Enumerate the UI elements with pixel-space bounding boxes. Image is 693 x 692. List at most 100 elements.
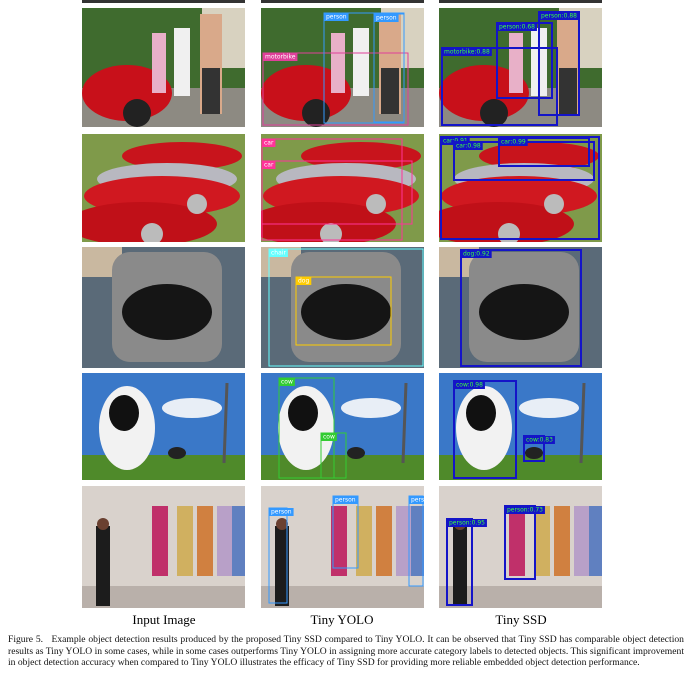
- image-panel: person:0.95 person:0.73: [439, 486, 602, 608]
- label-bg: [279, 378, 295, 386]
- label-bg: [461, 250, 492, 258]
- legs: [202, 68, 220, 114]
- drawing: [396, 506, 412, 576]
- image-strip: [439, 0, 602, 3]
- wheel: [187, 194, 207, 214]
- dog: [301, 284, 391, 340]
- drawing: [177, 506, 193, 576]
- label-bg: [296, 277, 312, 285]
- drawing: [152, 506, 168, 576]
- floor: [261, 586, 424, 608]
- box-label: car:0.98: [456, 143, 481, 150]
- label-bg: [321, 433, 337, 441]
- box-label: person: [411, 497, 432, 504]
- drawing: [411, 506, 424, 576]
- drawing: [217, 506, 233, 576]
- legs: [381, 68, 399, 114]
- drawing: [509, 506, 525, 576]
- image-panel: chair dog: [261, 247, 424, 368]
- detection-box: [295, 276, 392, 346]
- car: [439, 202, 574, 242]
- person: [174, 28, 190, 96]
- cow: [525, 447, 543, 459]
- drawing: [589, 506, 602, 576]
- scene: dog:0.92: [439, 247, 602, 368]
- image-panel: cow:0.98 cow:0.83: [439, 373, 602, 480]
- caption-label: Figure 5.: [8, 634, 44, 645]
- image-panel: [82, 486, 245, 608]
- box-label: cow: [323, 434, 335, 441]
- drawing: [356, 506, 372, 576]
- scene: motorbike:0.88 person:0.68 person:0.88: [439, 8, 602, 127]
- person: [453, 526, 467, 606]
- label-bg: [442, 48, 492, 56]
- scene: person person person: [261, 486, 432, 608]
- box-label: person:0.95: [449, 520, 485, 527]
- scene: [82, 373, 245, 480]
- detection-box: [261, 160, 413, 225]
- legs: [559, 68, 577, 114]
- wheel: [480, 99, 508, 127]
- caption: Figure 5. Example object detection resul…: [8, 634, 684, 669]
- box-label: cow:0.83: [526, 437, 553, 444]
- label-bg: [374, 14, 399, 22]
- floor: [82, 586, 245, 608]
- car: [479, 142, 599, 170]
- drawing: [534, 506, 550, 576]
- detection-box: [441, 47, 558, 126]
- scene: motorbike person person: [261, 8, 424, 127]
- cow: [347, 447, 365, 459]
- person: [96, 526, 110, 606]
- label-bg: [333, 496, 358, 504]
- cow: [168, 447, 186, 459]
- wheel: [123, 99, 151, 127]
- pole: [579, 382, 586, 464]
- car: [261, 202, 396, 242]
- person: [509, 33, 523, 93]
- column-label: Input Image: [132, 612, 195, 627]
- box-label: person: [335, 497, 356, 504]
- label-bg: [262, 139, 276, 147]
- image-panel: [82, 247, 245, 368]
- wheel: [302, 99, 330, 127]
- box-label: person:0.73: [507, 507, 543, 514]
- wheel: [141, 223, 163, 242]
- image-panel: person person person: [261, 486, 432, 608]
- box-label: dog: [298, 278, 309, 285]
- image-panel: [82, 134, 245, 242]
- box-label: person: [376, 15, 397, 22]
- image-strip: [261, 0, 424, 3]
- grass: [261, 455, 424, 480]
- image-panel: [82, 373, 245, 480]
- drawing: [376, 506, 392, 576]
- pole: [401, 382, 408, 464]
- car: [82, 202, 217, 242]
- label-bg: [499, 138, 528, 146]
- scene: cow:0.98 cow:0.83: [439, 373, 602, 480]
- box-label: cow: [281, 379, 293, 386]
- image-strip: [82, 0, 245, 3]
- box-label: person:0.88: [541, 13, 577, 20]
- person: [275, 526, 289, 606]
- detection-box: [498, 137, 590, 167]
- scene: [82, 486, 245, 608]
- box-label: chair: [271, 250, 286, 257]
- label-bg: [454, 381, 485, 389]
- box-label: car:0.99: [501, 139, 526, 146]
- box-label: motorbike: [265, 54, 296, 61]
- detection-box: [278, 377, 335, 479]
- label-bg: [263, 53, 298, 61]
- dog: [479, 284, 569, 340]
- drawing: [331, 506, 347, 576]
- car: [301, 142, 421, 170]
- detection-box: [268, 248, 424, 367]
- label-bg: [324, 13, 349, 21]
- box-label: person:0.68: [499, 24, 535, 31]
- label-bg: [505, 506, 545, 514]
- detection-box: [453, 380, 517, 479]
- image-panel: car car: [261, 134, 424, 242]
- head: [97, 518, 109, 530]
- cloud: [341, 398, 401, 418]
